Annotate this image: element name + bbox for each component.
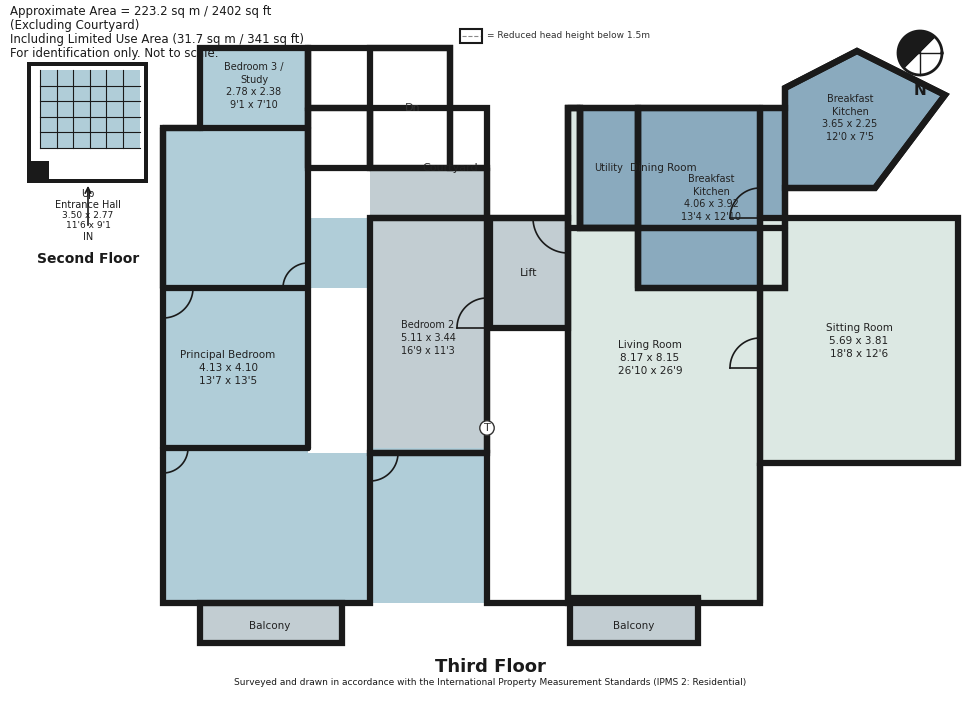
Text: Bedroom 3 /
Study
2.78 x 2.38
9'1 x 7'10: Bedroom 3 / Study 2.78 x 2.38 9'1 x 7'10 [224, 62, 284, 110]
Bar [580, 108, 638, 228]
Polygon shape [163, 288, 370, 603]
Bar [760, 218, 958, 463]
Bar [200, 51, 308, 128]
Polygon shape [898, 31, 936, 69]
Text: Breakfast
Kitchen
4.06 x 3.92
13'4 x 12'10: Breakfast Kitchen 4.06 x 3.92 13'4 x 12'… [681, 173, 741, 222]
Bar [308, 51, 450, 168]
Polygon shape [905, 38, 942, 75]
Text: T: T [483, 423, 490, 433]
Bar [27, 161, 49, 183]
Text: Surveyed and drawn in accordance with the International Property Measurement Sta: Surveyed and drawn in accordance with th… [234, 678, 746, 687]
Bar [570, 598, 698, 643]
Polygon shape [785, 51, 945, 188]
Text: Balcony: Balcony [249, 621, 291, 631]
Bar [370, 453, 487, 603]
Text: Courtyard: Courtyard [422, 163, 478, 173]
Text: Sitting Room
5.69 x 3.81
18'8 x 12'6: Sitting Room 5.69 x 3.81 18'8 x 12'6 [825, 323, 893, 359]
Bar [308, 168, 370, 218]
Text: Entrance Hall: Entrance Hall [55, 200, 121, 210]
Text: Principal Bedroom
4.13 x 4.10
13'7 x 13'5: Principal Bedroom 4.13 x 4.10 13'7 x 13'… [180, 350, 275, 386]
Text: IN: IN [83, 232, 93, 242]
Text: (Excluding Courtyard): (Excluding Courtyard) [10, 19, 139, 32]
Text: Lift: Lift [520, 268, 538, 278]
Polygon shape [370, 218, 568, 448]
Bar [370, 218, 487, 453]
Text: Dining Room: Dining Room [630, 163, 697, 173]
Text: Living Room
8.17 x 8.15
26'10 x 26'9: Living Room 8.17 x 8.15 26'10 x 26'9 [617, 341, 682, 376]
Text: Including Limited Use Area (31.7 sq m / 341 sq ft): Including Limited Use Area (31.7 sq m / … [10, 33, 304, 46]
Bar [200, 603, 342, 643]
Text: Third Floor: Third Floor [434, 658, 546, 676]
Text: For identification only. Not to scale.: For identification only. Not to scale. [10, 47, 219, 60]
Text: 3.50 x 2.77: 3.50 x 2.77 [63, 211, 114, 220]
Bar [568, 108, 760, 603]
Text: N: N [913, 83, 926, 98]
Polygon shape [308, 128, 370, 288]
Bar [31, 66, 144, 179]
Bar [40, 70, 140, 148]
Text: Second Floor: Second Floor [37, 252, 139, 266]
Text: = Reduced head height below 1.5m: = Reduced head height below 1.5m [487, 31, 650, 40]
Text: Balcony: Balcony [613, 621, 655, 631]
Text: Breakfast
Kitchen
3.65 x 2.25
12'0 x 7'5: Breakfast Kitchen 3.65 x 2.25 12'0 x 7'5 [822, 93, 878, 142]
Polygon shape [370, 168, 487, 218]
Text: Utility: Utility [595, 163, 623, 173]
Bar [490, 218, 568, 328]
Bar [638, 108, 785, 288]
Bar [27, 62, 148, 183]
Text: Bedroom 2
5.11 x 3.44
16'9 x 11'3: Bedroom 2 5.11 x 3.44 16'9 x 11'3 [401, 320, 456, 356]
Text: Approximate Area = 223.2 sq m / 2402 sq ft: Approximate Area = 223.2 sq m / 2402 sq … [10, 5, 271, 18]
Polygon shape [163, 128, 308, 288]
Bar [200, 51, 308, 128]
Text: 11'6 x 9'1: 11'6 x 9'1 [66, 221, 111, 230]
Text: Dn: Dn [405, 103, 420, 113]
Text: Up: Up [81, 189, 95, 199]
Bar [460, 29, 482, 43]
